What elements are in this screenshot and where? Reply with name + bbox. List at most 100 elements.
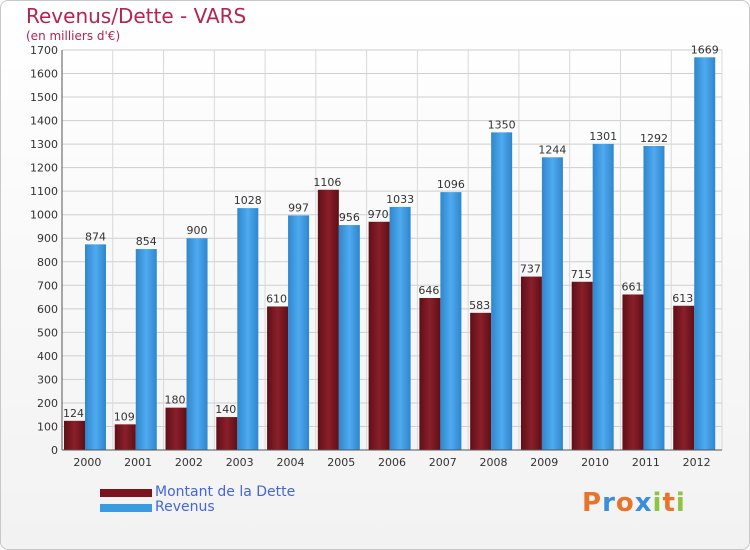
logo-letter: x <box>634 488 653 518</box>
bar-debt <box>419 298 441 450</box>
y-tick-label: 200 <box>37 397 58 410</box>
x-tick-label: 2012 <box>683 456 711 469</box>
data-label-revenus: 1096 <box>437 178 465 191</box>
chart-subtitle: (en milliers d'€) <box>26 29 121 43</box>
y-tick-label: 1100 <box>30 185 58 198</box>
y-tick-label: 900 <box>37 232 58 245</box>
data-label-revenus: 1669 <box>691 43 719 56</box>
data-label-debt: 140 <box>215 403 236 416</box>
data-label-debt: 613 <box>672 292 693 305</box>
data-label-revenus: 1301 <box>589 130 617 143</box>
bar-revenus <box>389 206 411 450</box>
x-tick-label: 2007 <box>429 456 457 469</box>
y-tick-label: 700 <box>37 279 58 292</box>
y-tick-label: 500 <box>37 326 58 339</box>
bar-debt <box>520 276 542 450</box>
x-tick-label: 2006 <box>378 456 406 469</box>
data-label-debt: 661 <box>621 280 642 293</box>
data-label-revenus: 1350 <box>488 118 516 131</box>
bar-revenus <box>592 143 614 450</box>
data-label-debt: 124 <box>63 407 84 420</box>
legend-label-revenus: Revenus <box>155 499 215 515</box>
logo-letter: P <box>582 488 603 518</box>
data-label-debt: 180 <box>165 394 186 407</box>
legend-swatch-revenus <box>100 504 152 512</box>
data-label-revenus: 854 <box>136 235 157 248</box>
data-label-debt: 646 <box>418 284 439 297</box>
y-tick-label: 1700 <box>30 44 58 57</box>
logo-letter: r <box>602 488 616 518</box>
bar-debt <box>64 420 85 450</box>
data-label-revenus: 1292 <box>640 132 668 145</box>
axis-layer: 0 100 200 300 400 500 600 700 800 900 1000 1100 1200… <box>30 44 722 469</box>
logo-letter: t <box>662 488 676 518</box>
y-tick-label: 1600 <box>30 68 58 81</box>
chart-title: Revenus/Dette - VARS <box>26 4 247 28</box>
bar-debt <box>622 294 644 450</box>
data-label-debt: 109 <box>114 410 135 423</box>
x-tick-label: 2004 <box>276 456 304 469</box>
bar-revenus <box>186 238 208 450</box>
x-tick-label: 2005 <box>327 456 355 469</box>
bar-debt <box>114 424 136 450</box>
bar-debt <box>470 312 492 450</box>
label-layer: 124 874 109 854 180 900 140 1028 610 997 1106 956 97… <box>63 43 719 423</box>
data-label-revenus: 997 <box>288 201 309 214</box>
logo-letter: o <box>615 488 635 518</box>
data-label-revenus: 874 <box>85 230 106 243</box>
bar-debt <box>267 306 289 450</box>
x-tick-label: 2002 <box>175 456 203 469</box>
bar-debt <box>165 407 187 450</box>
legend-swatch-debt <box>100 489 152 497</box>
bar-debt <box>673 305 695 450</box>
y-tick-label: 300 <box>37 373 58 386</box>
bar-revenus <box>643 146 665 450</box>
bar-revenus <box>338 225 360 450</box>
bar-debt <box>317 189 339 450</box>
bar-revenus <box>694 57 716 450</box>
data-label-revenus: 1028 <box>234 194 262 207</box>
y-tick-label: 0 <box>51 444 58 457</box>
logo-letter: i <box>652 488 663 518</box>
bar-revenus <box>85 244 106 450</box>
y-tick-label: 1500 <box>30 91 58 104</box>
bar-debt <box>368 221 390 450</box>
bar-revenus <box>440 192 462 450</box>
y-tick-label: 100 <box>37 420 58 433</box>
y-tick-label: 1000 <box>30 209 58 222</box>
data-label-revenus: 1244 <box>538 143 566 156</box>
y-tick-label: 1400 <box>30 115 58 128</box>
data-label-debt: 970 <box>368 208 389 221</box>
x-tick-label: 2003 <box>226 456 254 469</box>
logo-letter: i <box>675 488 686 518</box>
bar-revenus <box>135 249 157 450</box>
proxiti-logo: Proxiti <box>582 488 686 518</box>
x-tick-label: 2010 <box>581 456 609 469</box>
bar-debt <box>571 281 593 450</box>
bar-revenus <box>237 208 259 450</box>
bar-layer <box>64 57 716 450</box>
y-tick-label: 400 <box>37 350 58 363</box>
data-label-revenus: 1033 <box>386 193 414 206</box>
x-tick-label: 2009 <box>530 456 558 469</box>
x-tick-label: 2011 <box>632 456 660 469</box>
x-tick-label: 2008 <box>480 456 508 469</box>
data-label-debt: 715 <box>571 268 592 281</box>
data-label-revenus: 900 <box>187 224 208 237</box>
y-tick-label: 800 <box>37 256 58 269</box>
bar-revenus <box>541 157 563 450</box>
x-tick-label: 2000 <box>73 456 101 469</box>
y-tick-label: 600 <box>37 303 58 316</box>
data-label-debt: 610 <box>266 292 287 305</box>
bar-debt <box>216 417 238 450</box>
legend-label-debt: Montant de la Dette <box>155 484 296 500</box>
data-label-debt: 583 <box>469 299 490 312</box>
data-label-revenus: 956 <box>339 211 360 224</box>
bar-revenus <box>491 132 513 450</box>
y-tick-label: 1300 <box>30 138 58 151</box>
y-tick-label: 1200 <box>30 162 58 175</box>
bar-revenus <box>288 215 310 450</box>
data-label-debt: 737 <box>520 263 541 276</box>
data-label-debt: 1106 <box>313 176 341 189</box>
